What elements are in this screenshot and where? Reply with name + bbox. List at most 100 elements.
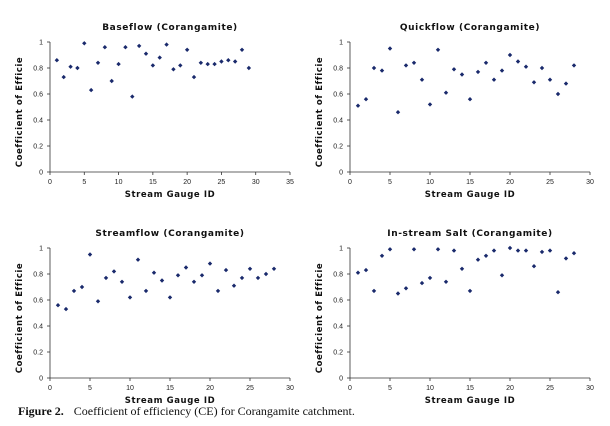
y-axis-label: Coefficient of Efficie [315, 263, 325, 373]
x-tick-label: 30 [252, 179, 260, 186]
y-tick-label: 0.6 [333, 92, 343, 99]
data-point [71, 288, 77, 294]
x-tick-label: 20 [206, 385, 214, 392]
data-point [157, 55, 162, 60]
figure-caption-text: Coefficient of efficiency (CE) for Coran… [73, 404, 355, 418]
data-point [515, 59, 521, 64]
data-point [395, 110, 401, 115]
data-point [379, 68, 385, 73]
data-point [239, 47, 245, 52]
data-points [55, 252, 277, 312]
data-point [459, 266, 465, 271]
data-point [555, 290, 561, 295]
data-point [239, 275, 245, 281]
data-point [507, 245, 513, 251]
y-axis-label: Coefficient of Efficie [15, 263, 25, 373]
data-point [435, 47, 441, 52]
x-tick-label: 15 [466, 179, 474, 186]
data-point [475, 69, 481, 75]
data-point [451, 67, 457, 72]
data-point [387, 247, 393, 252]
y-tick-label: 0.8 [333, 272, 343, 279]
data-point [491, 77, 497, 82]
data-point [539, 65, 545, 71]
data-point [207, 261, 213, 266]
data-point [231, 283, 237, 288]
data-point [403, 286, 409, 291]
data-points [355, 245, 577, 296]
data-point [419, 77, 425, 82]
data-point [61, 74, 66, 80]
data-point [491, 248, 497, 253]
data-point [135, 257, 141, 262]
data-point [571, 63, 577, 68]
x-tick-label: 30 [586, 385, 594, 392]
data-point [539, 249, 545, 255]
y-tick-label: 0.4 [333, 118, 343, 125]
data-point [499, 273, 505, 278]
data-points [355, 46, 577, 115]
y-tick-label: 0 [39, 170, 43, 177]
data-point [215, 288, 221, 294]
x-tick-label: 10 [426, 385, 434, 392]
baseflow-chart-panel: Baseflow (Corangamite) 0 0.2 0.4 0.6 0.8 1 0 5 10… [0, 0, 300, 200]
data-point [363, 97, 369, 102]
data-point [232, 59, 238, 64]
y-tick-label: 0.8 [333, 66, 343, 73]
data-point [371, 288, 377, 294]
data-point [102, 45, 108, 50]
data-point [87, 252, 93, 257]
data-point [116, 61, 121, 67]
x-tick-label: 25 [218, 179, 226, 186]
data-point [571, 251, 577, 256]
y-tick-label: 0.6 [33, 298, 43, 305]
data-point [79, 284, 85, 290]
data-point [443, 279, 449, 284]
data-point [103, 275, 109, 281]
x-tick-label: 20 [506, 385, 514, 392]
data-point [82, 41, 87, 46]
x-tick-label: 15 [149, 179, 157, 186]
x-tick-label: 25 [546, 385, 554, 392]
y-tick-label: 0.6 [33, 92, 43, 99]
x-tick-label: 30 [286, 385, 294, 392]
data-point [199, 273, 205, 278]
y-tick-label: 0 [339, 170, 343, 177]
data-point [355, 270, 361, 275]
data-point [411, 247, 417, 252]
data-point [547, 248, 553, 253]
data-point [459, 72, 465, 77]
data-point [88, 87, 94, 93]
data-point [523, 64, 529, 69]
data-point [205, 61, 210, 67]
y-tick-label: 0.8 [33, 66, 43, 73]
data-point [109, 78, 114, 84]
data-point [515, 248, 521, 253]
data-point [123, 45, 128, 50]
y-tick-label: 0.4 [33, 324, 43, 331]
data-point [435, 247, 441, 252]
y-tick-label: 0.2 [33, 144, 43, 151]
data-point [164, 42, 169, 47]
data-point [411, 60, 417, 65]
scatter-chart: In-stream Salt (Corangamite) 0 0.2 0.4 0.6 0.… [315, 229, 594, 406]
y-tick-label: 0.8 [33, 272, 43, 279]
data-point [255, 275, 261, 281]
data-point [451, 248, 457, 253]
x-tick-label: 10 [426, 179, 434, 186]
instream-salt-chart-panel: In-stream Salt (Corangamite) 0 0.2 0.4 0.6 0.… [300, 206, 600, 406]
data-point [191, 74, 197, 80]
data-point [184, 47, 190, 52]
data-point [483, 60, 489, 65]
data-point [499, 68, 505, 73]
data-point [111, 269, 117, 274]
data-point [563, 256, 569, 261]
data-point [475, 257, 481, 262]
data-point [143, 288, 149, 294]
chart-title: In-stream Salt (Corangamite) [387, 229, 552, 239]
data-point [226, 58, 231, 63]
data-point [246, 65, 252, 71]
data-point [443, 90, 449, 95]
data-point [183, 265, 189, 270]
data-points [54, 41, 252, 99]
